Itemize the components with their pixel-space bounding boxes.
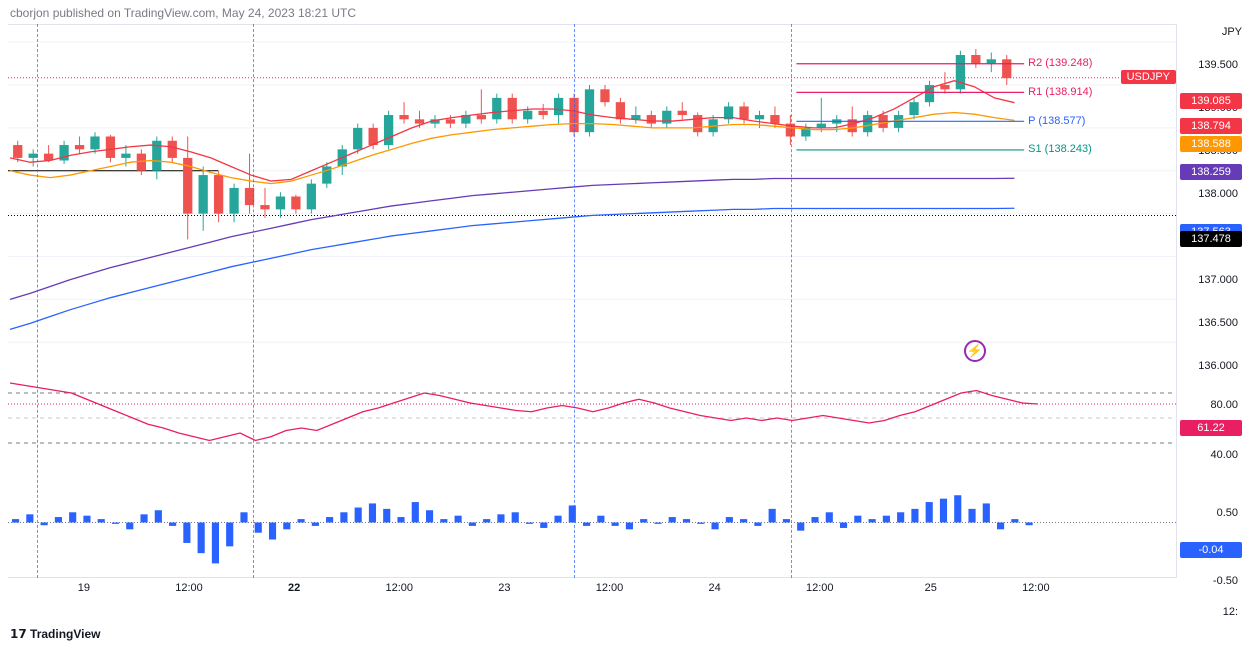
pivot-label: S1 (138.243) bbox=[1028, 143, 1092, 155]
tradingview-logo: 𝟭𝟳 TradingView bbox=[10, 627, 101, 641]
x-tick: 12:00 bbox=[806, 582, 834, 594]
x-tick: 22 bbox=[288, 582, 300, 594]
main-chart[interactable]: ⚡ bbox=[8, 24, 1176, 368]
lightning-icon[interactable]: ⚡ bbox=[964, 340, 986, 362]
x-tick: 12:00 bbox=[1022, 582, 1050, 594]
pivot-label: P (138.577) bbox=[1028, 115, 1085, 127]
x-axis: 19 12:00 22 12:00 23 12:00 24 12:00 25 12:00 bbox=[8, 578, 1176, 600]
x-tick: 25 bbox=[925, 582, 937, 594]
x-tick: 12:00 bbox=[386, 582, 414, 594]
publish-header: cborjon published on TradingView.com, Ma… bbox=[10, 6, 356, 20]
y-axis: JPY 139.500139.000138.500138.000137.5001… bbox=[1176, 24, 1244, 578]
macd-panel[interactable] bbox=[8, 468, 1176, 578]
x-tick: 19 bbox=[78, 582, 90, 594]
pivot-label: R2 (139.248) bbox=[1028, 57, 1092, 69]
pivot-label: R1 (138.914) bbox=[1028, 86, 1092, 98]
currency-label: JPY bbox=[1222, 26, 1242, 38]
x-tick: 12:00 bbox=[175, 582, 203, 594]
x-tick: 23 bbox=[498, 582, 510, 594]
rsi-panel[interactable] bbox=[8, 368, 1176, 468]
tv-glyph: 𝟭𝟳 bbox=[10, 627, 27, 641]
x-tick: 24 bbox=[709, 582, 721, 594]
x-tick: 12:00 bbox=[596, 582, 624, 594]
